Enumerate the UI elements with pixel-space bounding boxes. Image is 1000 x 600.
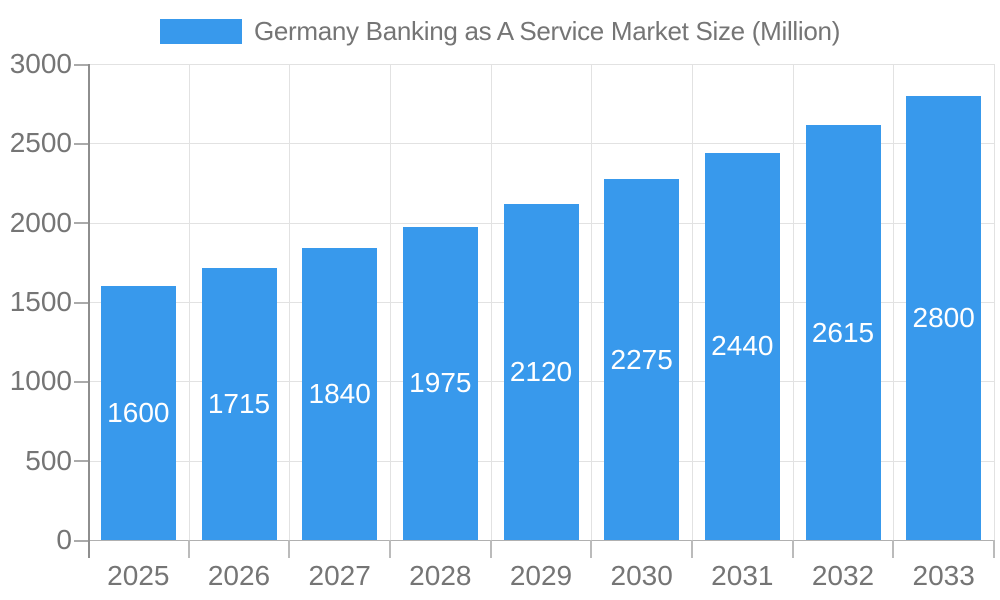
bar-value-label: 2275 <box>610 343 673 375</box>
x-axis-tick <box>892 540 895 558</box>
bar: 1600 <box>100 286 176 540</box>
x-axis-tick <box>691 540 693 558</box>
y-axis-label: 0 <box>56 524 72 555</box>
y-axis-tick <box>74 222 88 225</box>
y-axis-label: 500 <box>25 444 72 476</box>
y-axis-tick <box>74 63 88 66</box>
y-gridline <box>88 540 994 541</box>
x-axis-label: 2028 <box>409 560 472 591</box>
y-axis-label: 2500 <box>9 127 72 159</box>
bar-value-label: 2800 <box>912 301 975 333</box>
y-axis-label: 2000 <box>9 206 72 238</box>
y-axis-tick <box>74 539 88 542</box>
y-gridline <box>88 64 994 65</box>
x-axis-tick <box>187 540 190 558</box>
x-axis-tick <box>791 540 794 558</box>
x-gridline <box>792 64 794 540</box>
x-axis-label: 2026 <box>207 560 271 591</box>
x-gridline <box>289 64 291 540</box>
x-axis-label: 2031 <box>711 560 774 591</box>
legend-swatch <box>159 18 242 44</box>
chart-title: Germany Banking as A Service Market Size… <box>253 15 841 46</box>
chart-legend: Germany Banking as A Service Market Size… <box>0 12 1000 50</box>
bar: 2275 <box>604 179 680 540</box>
x-axis-label: 2030 <box>610 560 673 591</box>
bar: 1715 <box>201 267 277 540</box>
x-gridline <box>893 64 895 540</box>
x-axis-label: 2032 <box>811 560 875 591</box>
y-axis-line <box>88 64 90 558</box>
x-axis-label: 2027 <box>308 560 371 591</box>
y-axis-tick <box>74 460 88 463</box>
bar-value-label: 1840 <box>308 378 371 410</box>
x-axis-tick <box>389 540 391 558</box>
x-axis-tick <box>993 540 995 558</box>
x-axis-label: 2033 <box>912 560 975 591</box>
y-axis-tick <box>74 142 88 145</box>
bar: 2440 <box>704 152 780 540</box>
x-gridline <box>591 64 593 540</box>
y-axis-tick <box>74 301 88 304</box>
x-gridline <box>390 64 391 540</box>
bar-value-label: 1715 <box>207 387 271 419</box>
bar-value-label: 2615 <box>811 316 875 348</box>
bar-value-label: 1600 <box>107 397 170 429</box>
bar: 2120 <box>503 203 579 540</box>
x-axis-label: 2025 <box>107 560 170 591</box>
x-axis-tick <box>489 540 492 558</box>
x-axis-tick <box>590 540 593 558</box>
x-gridline <box>994 64 995 540</box>
y-axis-tick <box>74 380 88 383</box>
y-axis-label: 1500 <box>9 286 72 317</box>
x-axis-tick <box>288 540 291 558</box>
x-gridline <box>188 64 190 540</box>
bar: 2800 <box>906 95 982 540</box>
bar: 2615 <box>805 125 881 540</box>
y-gridline <box>88 143 994 145</box>
x-gridline <box>490 64 492 540</box>
bar-value-label: 1975 <box>409 367 472 399</box>
bar-value-label: 2440 <box>711 330 774 362</box>
y-axis-label: 1000 <box>9 365 72 397</box>
bar: 1840 <box>302 248 378 540</box>
y-axis-label: 3000 <box>9 48 72 79</box>
bar-value-label: 2120 <box>509 355 573 387</box>
x-axis-label: 2029 <box>509 560 573 591</box>
bar: 1975 <box>402 226 478 540</box>
x-gridline <box>692 64 693 540</box>
